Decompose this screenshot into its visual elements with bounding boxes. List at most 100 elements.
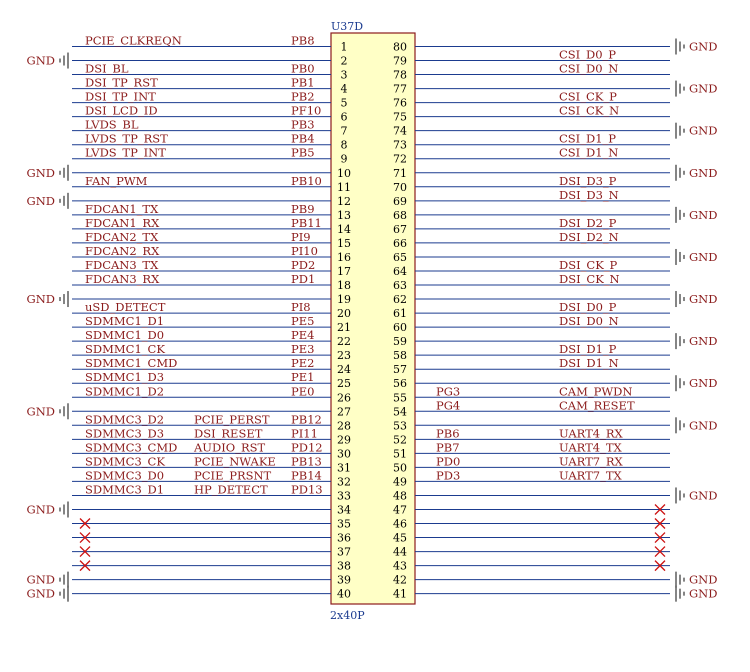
no-connect-mark — [79, 532, 91, 544]
net-label-left: DSI_LCD_ID — [85, 104, 158, 118]
pin-number-right: 73 — [393, 139, 407, 152]
net-label-right: DSI_D0_P — [559, 300, 617, 314]
pin-number-right: 77 — [393, 83, 407, 96]
gnd-label: GND — [27, 166, 55, 180]
pin-number-right: 72 — [393, 153, 407, 166]
gnd-label: GND — [689, 488, 717, 502]
net-label-right: DSI_D1_P — [559, 342, 617, 356]
net-label-left: SDMMC1_CMD — [85, 356, 177, 370]
port-label-left: PI9 — [291, 230, 311, 244]
pin-number-right: 79 — [393, 55, 407, 68]
pin-number-right: 80 — [393, 41, 407, 54]
port-label-right: PG3 — [436, 384, 460, 398]
port-label-left: PE4 — [291, 328, 314, 342]
port-label-left: PI11 — [291, 426, 318, 440]
port-label-left: PI10 — [291, 244, 318, 258]
net-label-left: FAN_PWM — [85, 174, 148, 188]
pin-number-left: 10 — [337, 167, 351, 180]
port-label-left: PB5 — [291, 146, 315, 160]
pin-number-right: 62 — [393, 293, 407, 306]
port-label-left: PB4 — [291, 132, 315, 146]
pin-number-right: 61 — [393, 307, 407, 320]
net-label-left: SDMMC1_CK — [85, 342, 165, 356]
no-connect-mark — [654, 518, 666, 529]
pin-number-right: 58 — [393, 349, 407, 362]
port-label-left: PB9 — [291, 202, 315, 216]
pin-number-left: 26 — [337, 391, 351, 404]
pin-number-left: 12 — [337, 195, 351, 208]
port-label-right: PB7 — [436, 440, 460, 454]
pin-number-left: 17 — [337, 265, 351, 278]
net-label-right: DSI_CK_N — [559, 272, 620, 286]
net-label-right: UART4_TX — [559, 440, 623, 454]
net-label-left: SDMMC3_D0 — [85, 468, 164, 482]
pin-number-right: 78 — [393, 69, 407, 82]
net-label-right: CSI_D0_P — [559, 48, 616, 62]
gnd-label: GND — [689, 124, 717, 138]
net-label-left: FDCAN3_RX — [85, 272, 160, 286]
net-label-right: DSI_D2_N — [559, 230, 619, 244]
net-label-right: CAM_RESET — [559, 398, 635, 412]
port-label-left: PB14 — [291, 468, 322, 482]
pin-number-right: 57 — [393, 363, 407, 376]
net-label-left: FDCAN1_TX — [85, 202, 159, 216]
port-label-left: PD1 — [291, 272, 315, 286]
pin-number-right: 60 — [393, 321, 407, 334]
port-label-left: PI8 — [291, 300, 311, 314]
net-label-left: PCIE_CLKREQN — [85, 34, 182, 48]
alt-net-label-left: AUDIO_RST — [193, 440, 265, 454]
pin-number-right: 71 — [393, 167, 407, 180]
pin-number-left: 1 — [341, 41, 348, 54]
net-label-right: UART4_RX — [559, 426, 623, 440]
pin-number-right: 76 — [393, 97, 407, 110]
port-label-left: PB11 — [291, 216, 322, 230]
pin-number-right: 63 — [393, 279, 407, 292]
net-label-right: DSI_CK_P — [559, 258, 618, 272]
no-connect-mark — [79, 560, 91, 572]
net-label-right: CSI_CK_P — [559, 90, 617, 104]
pin-number-right: 54 — [393, 405, 407, 418]
net-label-left: SDMMC3_D1 — [85, 482, 164, 496]
pin-number-right: 41 — [393, 588, 407, 601]
pin-number-right: 56 — [393, 377, 407, 390]
pin-number-left: 24 — [337, 363, 351, 376]
net-label-left: DSI_TP_INT — [85, 90, 156, 104]
pin-number-right: 70 — [393, 181, 407, 194]
alt-net-label-left: PCIE_PERST — [194, 412, 270, 426]
no-connect-mark — [654, 532, 666, 544]
pin-number-right: 74 — [393, 125, 407, 138]
pin-number-left: 3 — [341, 69, 348, 82]
alt-net-label-left: PCIE_PRSNT — [194, 468, 272, 482]
gnd-label: GND — [27, 573, 55, 587]
pin-number-left: 2 — [341, 55, 348, 68]
pin-number-left: 16 — [337, 251, 351, 264]
pin-number-left: 19 — [337, 293, 351, 306]
pin-number-left: 36 — [337, 532, 351, 545]
no-connect-mark — [654, 546, 666, 558]
pin-number-left: 30 — [337, 447, 351, 460]
net-label-left: FDCAN2_RX — [85, 244, 160, 258]
port-label-left: PB13 — [291, 454, 322, 468]
no-connect-mark — [79, 546, 91, 558]
gnd-label: GND — [27, 502, 55, 516]
pin-number-right: 64 — [393, 265, 407, 278]
port-label-left: PE2 — [291, 356, 314, 370]
port-label-left: PE5 — [291, 314, 314, 328]
pin-number-left: 28 — [337, 419, 351, 432]
net-label-right: CSI_D0_N — [559, 62, 618, 76]
gnd-label: GND — [689, 208, 717, 222]
pin-number-left: 14 — [337, 223, 351, 236]
net-label-left: FDCAN3_TX — [85, 258, 159, 272]
gnd-label: GND — [689, 292, 717, 306]
pin-number-left: 18 — [337, 279, 351, 292]
net-label-left: SDMMC3_CMD — [85, 440, 177, 454]
port-label-left: PB0 — [291, 62, 315, 76]
net-label-right: UART7_RX — [559, 454, 623, 468]
net-label-left: SDMMC1_D1 — [85, 314, 164, 328]
pin-number-left: 37 — [337, 546, 351, 559]
gnd-label: GND — [689, 40, 717, 54]
pin-number-left: 29 — [337, 433, 351, 446]
port-label-right: PG4 — [436, 398, 460, 412]
